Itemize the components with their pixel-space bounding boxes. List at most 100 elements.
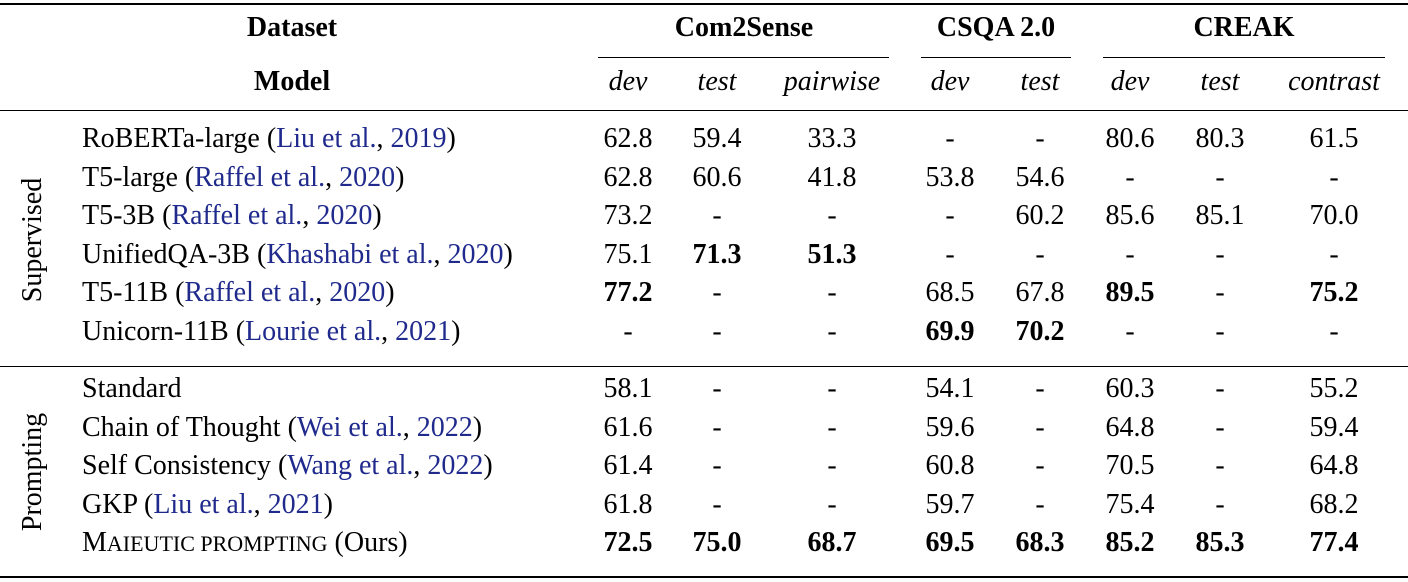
table-cell: 59.6: [925, 411, 975, 443]
sub-header: test: [1020, 66, 1060, 97]
citation-paren: (: [271, 450, 288, 481]
table-cell: -: [712, 450, 722, 481]
citation-year: 2020: [447, 238, 504, 270]
citation-sep: ,: [413, 450, 428, 481]
model-name: GKP (Liu et al., 2021): [82, 489, 333, 521]
table-cell: 85.6: [1105, 200, 1155, 231]
table-cell: -: [1035, 373, 1045, 404]
table-cell: 69.9: [925, 315, 975, 347]
model-name: T5-11B (Raffel et al., 2020): [82, 277, 395, 309]
citation-year: 2020: [339, 161, 396, 193]
csqa-underline: [921, 57, 1071, 58]
citation-paren: ): [451, 315, 461, 347]
citation-year: 2020: [316, 200, 373, 231]
model-name-part: AIEUTIC PROMPTING: [106, 531, 328, 556]
table-cell: -: [1215, 450, 1225, 481]
citation-sep: ,: [402, 411, 417, 443]
group-header-csqa: CSQA 2.0: [936, 12, 1056, 43]
dataset-header: Dataset: [246, 12, 338, 43]
table-cell: 60.2: [1015, 200, 1065, 231]
citation-author: Wang et al.: [287, 450, 414, 481]
section-rule: [0, 366, 1408, 367]
table-cell: 62.8: [603, 161, 653, 193]
citation-author: Liu et al.: [153, 488, 254, 520]
table-cell: 80.6: [1105, 123, 1155, 154]
citation-year: 2021: [395, 315, 452, 347]
citation-year: 2019: [390, 123, 447, 154]
citation-author: Lourie et al.: [245, 315, 382, 347]
sub-header: test: [1200, 66, 1240, 97]
table-cell: 89.5: [1105, 277, 1155, 308]
table-cell: -: [827, 488, 837, 520]
table-cell: 75.0: [692, 527, 742, 558]
table-cell: -: [712, 277, 722, 308]
citation-author: Liu et al.: [276, 123, 377, 154]
citation-paren: ): [446, 123, 456, 154]
table-cell: -: [1035, 411, 1045, 443]
table-cell: 77.2: [603, 277, 653, 308]
table-cell: -: [1329, 161, 1339, 193]
table-cell: 41.8: [807, 161, 857, 193]
table-cell: -: [945, 200, 955, 231]
model-name: UnifiedQA-3B (Khashabi et al., 2020): [82, 239, 513, 271]
table-cell: -: [945, 123, 955, 154]
citation-sep: ,: [325, 161, 340, 193]
citation-paren: (: [249, 238, 267, 270]
table-cell: 68.3: [1015, 527, 1065, 558]
table-cell: 59.7: [925, 488, 975, 520]
sub-header: test: [697, 66, 737, 97]
table-cell: 80.3: [1195, 123, 1245, 154]
section-label-supervised: Supervised: [17, 177, 48, 303]
table-cell: 73.2: [603, 200, 653, 231]
citation-paren: ): [472, 411, 483, 443]
table-cell: -: [827, 200, 837, 231]
table-cell: 61.5: [1309, 123, 1359, 154]
citation-paren: ): [372, 200, 382, 231]
model-name: Standard: [82, 373, 182, 405]
table-cell: 51.3: [807, 238, 857, 270]
table-cell: -: [1215, 161, 1225, 193]
citation-year: 2022: [427, 450, 484, 481]
sub-header: dev: [608, 66, 648, 97]
table-cell: -: [1215, 238, 1225, 270]
table-cell: 67.8: [1015, 277, 1065, 308]
table-cell: -: [1215, 373, 1225, 404]
citation-paren: (: [228, 315, 246, 347]
table-cell: -: [1215, 277, 1225, 308]
table-cell: 70.5: [1105, 450, 1155, 481]
model-name-text: Standard: [82, 373, 182, 404]
model-name-text: RoBERTa-large: [82, 123, 260, 154]
group-header-com2sense: Com2Sense: [674, 12, 814, 43]
table-cell: 53.8: [925, 161, 975, 193]
model-name: Chain of Thought (Wei et al., 2022): [82, 412, 482, 444]
citation-sep: ,: [302, 200, 317, 231]
table-cell: 62.8: [603, 123, 653, 154]
citation-paren: (: [280, 411, 297, 443]
model-name-text: T5-11B: [82, 277, 169, 308]
table-cell: 69.5: [925, 527, 975, 558]
model-name: MAIEUTIC PROMPTING (Ours): [82, 527, 408, 560]
creak-underline: [1103, 57, 1385, 58]
table-cell: -: [1125, 315, 1135, 347]
sub-header: dev: [930, 66, 970, 97]
table-cell: -: [945, 238, 955, 270]
citation-year: 2021: [267, 488, 324, 520]
citation-sep: ,: [376, 123, 391, 154]
table-cell: 75.4: [1105, 488, 1155, 520]
table-cell: -: [1215, 488, 1225, 520]
table-cell: 64.8: [1105, 411, 1155, 443]
citation-paren: ): [385, 277, 395, 308]
table-cell: 59.4: [692, 123, 742, 154]
table-cell: 61.6: [603, 411, 653, 443]
citation-author: Raffel et al.: [184, 277, 316, 308]
model-name-text: Chain of Thought: [82, 411, 281, 443]
citation-paren: (: [136, 488, 154, 520]
table-cell: -: [1125, 238, 1135, 270]
citation-year: 2020: [329, 277, 386, 308]
table-cell: 70.2: [1015, 315, 1065, 347]
model-name-suffix: (Ours): [327, 527, 408, 558]
citation-paren: (: [155, 200, 172, 231]
sub-header: pairwise: [783, 66, 881, 97]
model-name-text: T5-large: [82, 161, 178, 193]
